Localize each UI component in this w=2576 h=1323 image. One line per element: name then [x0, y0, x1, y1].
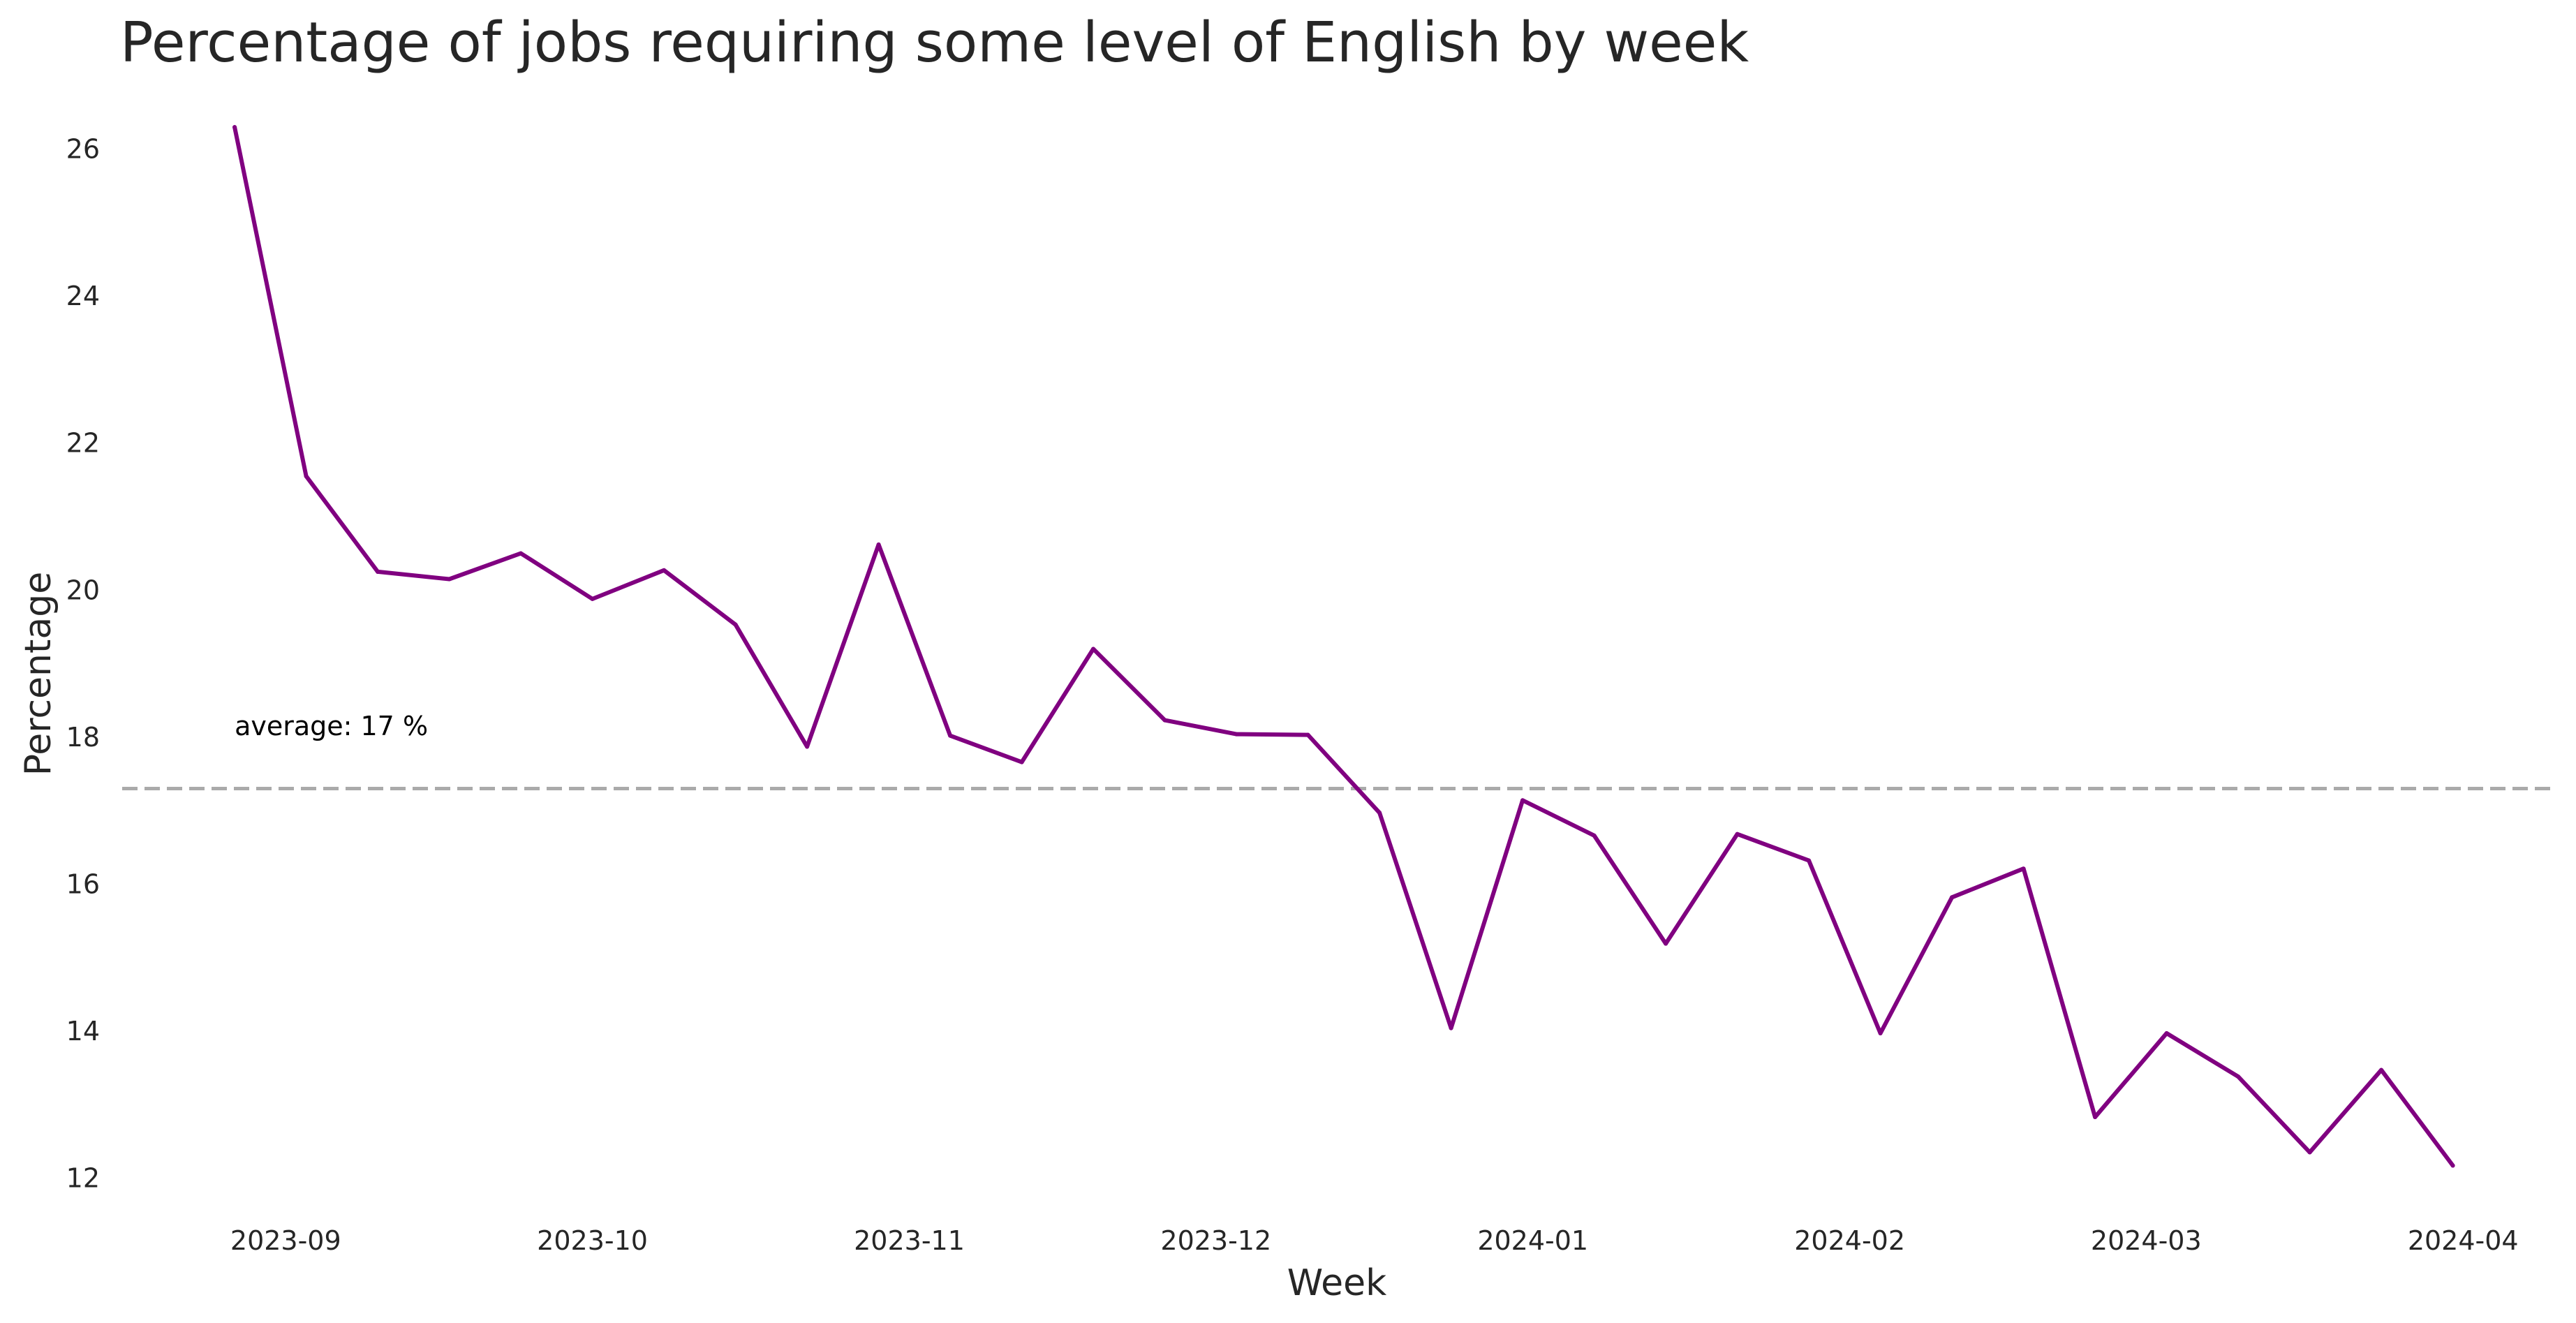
y-tick-label: 12 [66, 1162, 100, 1193]
data-point [1878, 1031, 1883, 1035]
x-tick-label: 2023-09 [230, 1225, 341, 1256]
data-point [2093, 1115, 2098, 1119]
data-point [2450, 1163, 2455, 1168]
x-tick-label: 2024-02 [1794, 1225, 1905, 1256]
data-point [2164, 1031, 2169, 1035]
data-point [805, 744, 810, 749]
x-tick-label: 2023-11 [854, 1225, 965, 1256]
chart-title: Percentage of jobs requiring some level … [120, 10, 1749, 75]
y-tick-label: 24 [66, 281, 100, 311]
y-tick-label: 26 [66, 134, 100, 165]
data-point [304, 474, 309, 479]
data-point [1735, 832, 1740, 836]
data-point [733, 622, 738, 627]
x-tick-label: 2024-03 [2091, 1225, 2202, 1256]
x-axis-label: Week [1287, 1262, 1386, 1304]
series-layer [232, 125, 2455, 1168]
y-axis: 12 14 16 18 20 22 24 26 [66, 134, 100, 1194]
data-point [1520, 798, 1525, 803]
data-point [232, 125, 237, 130]
data-point [376, 569, 380, 574]
data-point [1019, 760, 1024, 764]
data-point [1162, 718, 1167, 723]
data-point [1091, 646, 1096, 651]
data-point [1664, 941, 1668, 946]
data-point [948, 733, 953, 738]
y-tick-label: 18 [66, 722, 100, 753]
series-line [232, 125, 2455, 1168]
data-point [876, 542, 881, 547]
data-point [1950, 895, 1955, 900]
data-point [1807, 858, 1812, 863]
x-tick-label: 2024-01 [1477, 1225, 1588, 1256]
y-tick-label: 14 [66, 1016, 100, 1047]
data-point [1305, 732, 1310, 737]
x-tick-label: 2023-12 [1160, 1225, 1271, 1256]
y-tick-label: 22 [66, 428, 100, 459]
average-annotation: average: 17 % [235, 711, 428, 741]
y-axis-label: Percentage [17, 572, 59, 776]
data-point [1449, 1026, 1453, 1030]
y-tick-label: 20 [66, 575, 100, 605]
data-point [2021, 866, 2026, 871]
data-point [1234, 732, 1239, 737]
data-point [2307, 1150, 2312, 1155]
data-point [2379, 1067, 2384, 1072]
data-point [590, 596, 595, 601]
data-point [662, 568, 667, 572]
data-point [519, 551, 524, 556]
data-point [2236, 1074, 2241, 1079]
x-tick-label: 2023-10 [537, 1225, 648, 1256]
data-point [447, 577, 452, 582]
x-tick-label: 2024-04 [2408, 1225, 2519, 1256]
y-tick-label: 16 [66, 869, 100, 899]
data-point [1377, 811, 1382, 815]
data-point [1592, 833, 1597, 838]
x-axis: 2023-09 2023-10 2023-11 2023-12 2024-01 2024-… [230, 1225, 2519, 1256]
